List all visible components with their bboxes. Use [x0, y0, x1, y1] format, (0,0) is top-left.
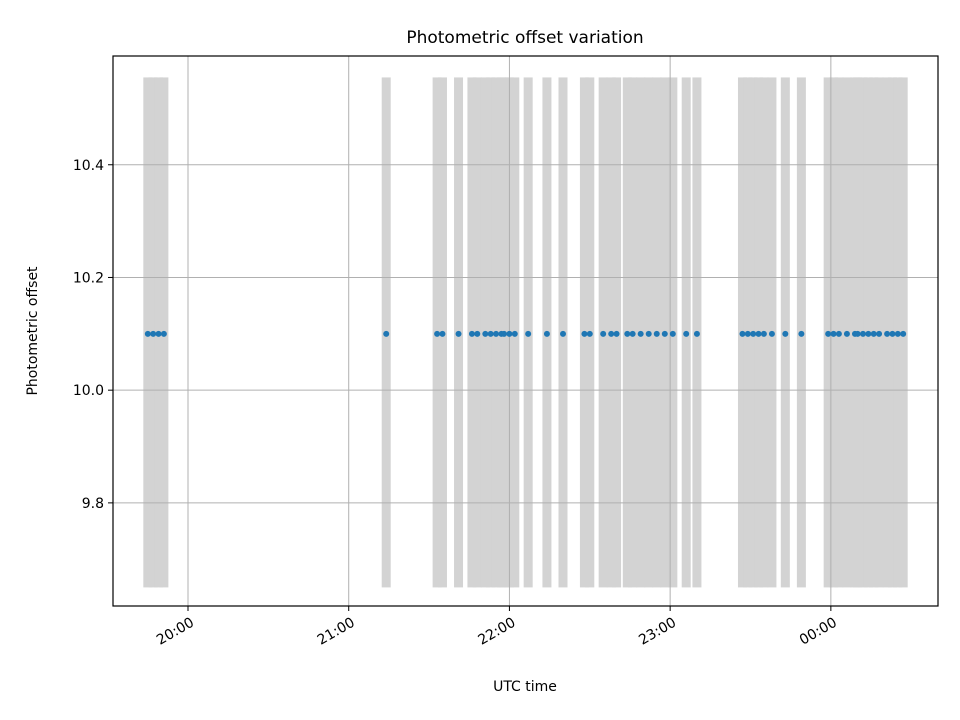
data-point	[870, 330, 877, 337]
data-point	[506, 330, 513, 337]
data-point	[482, 330, 489, 337]
x-tick-label: 00:00	[797, 615, 840, 649]
data-point	[894, 330, 901, 337]
data-point	[693, 330, 700, 337]
y-tick-label: 10.0	[73, 383, 104, 399]
data-point	[608, 330, 615, 337]
data-point	[600, 330, 607, 337]
data-point	[150, 330, 157, 337]
data-point	[645, 330, 652, 337]
data-point	[434, 330, 441, 337]
data-point	[144, 330, 151, 337]
data-point	[843, 330, 850, 337]
y-tick-label: 10.4	[73, 158, 104, 174]
data-point	[782, 330, 789, 337]
data-point	[624, 330, 631, 337]
data-points	[144, 330, 907, 337]
data-point	[830, 330, 837, 337]
data-point	[860, 330, 866, 337]
x-axis-ticks: 20:00 21:00 22:00 23:00 00:00	[154, 606, 840, 649]
data-point	[155, 330, 162, 337]
data-point	[487, 330, 494, 337]
data-point	[798, 330, 805, 337]
observation-bands	[143, 77, 908, 588]
data-point	[835, 330, 842, 337]
data-point	[439, 330, 446, 337]
data-point	[755, 330, 762, 337]
data-point	[889, 330, 896, 337]
data-point	[750, 330, 757, 337]
data-point	[760, 330, 767, 337]
data-point	[865, 330, 872, 337]
data-point	[511, 330, 518, 337]
x-tick-label: 22:00	[475, 615, 518, 649]
x-tick-label: 23:00	[636, 615, 679, 649]
x-axis-label: UTC time	[493, 679, 557, 695]
data-point	[768, 330, 775, 337]
y-tick-label: 10.2	[73, 270, 104, 286]
y-axis-label: Photometric offset	[25, 266, 41, 396]
data-point	[637, 330, 644, 337]
data-point	[560, 330, 566, 337]
data-point	[525, 330, 532, 337]
data-point	[825, 330, 832, 337]
data-point	[661, 330, 668, 337]
x-tick-label: 20:00	[154, 615, 197, 649]
data-point	[586, 330, 593, 337]
data-point	[383, 330, 390, 337]
data-point	[629, 330, 636, 337]
data-point	[876, 330, 883, 337]
data-point	[653, 330, 660, 337]
data-point	[900, 330, 907, 337]
data-point	[543, 330, 550, 337]
data-point	[468, 330, 475, 337]
data-point	[455, 330, 462, 337]
x-tick-label: 21:00	[315, 615, 358, 649]
chart-title: Photometric offset variation	[406, 28, 643, 48]
plot-frame	[112, 55, 939, 607]
data-point	[739, 330, 746, 337]
data-point	[884, 330, 891, 337]
data-point	[493, 330, 500, 337]
grid-lines	[113, 56, 938, 606]
data-point	[613, 330, 620, 337]
data-point	[669, 330, 676, 337]
y-tick-label: 9.8	[82, 496, 104, 512]
data-point	[683, 330, 690, 337]
data-point	[501, 330, 508, 337]
data-point	[474, 330, 481, 337]
data-point	[581, 330, 588, 337]
y-axis-ticks: 9.8 10.0 10.2 10.4	[73, 158, 113, 512]
data-point	[160, 330, 167, 337]
data-point	[854, 330, 861, 337]
data-point	[744, 330, 751, 337]
